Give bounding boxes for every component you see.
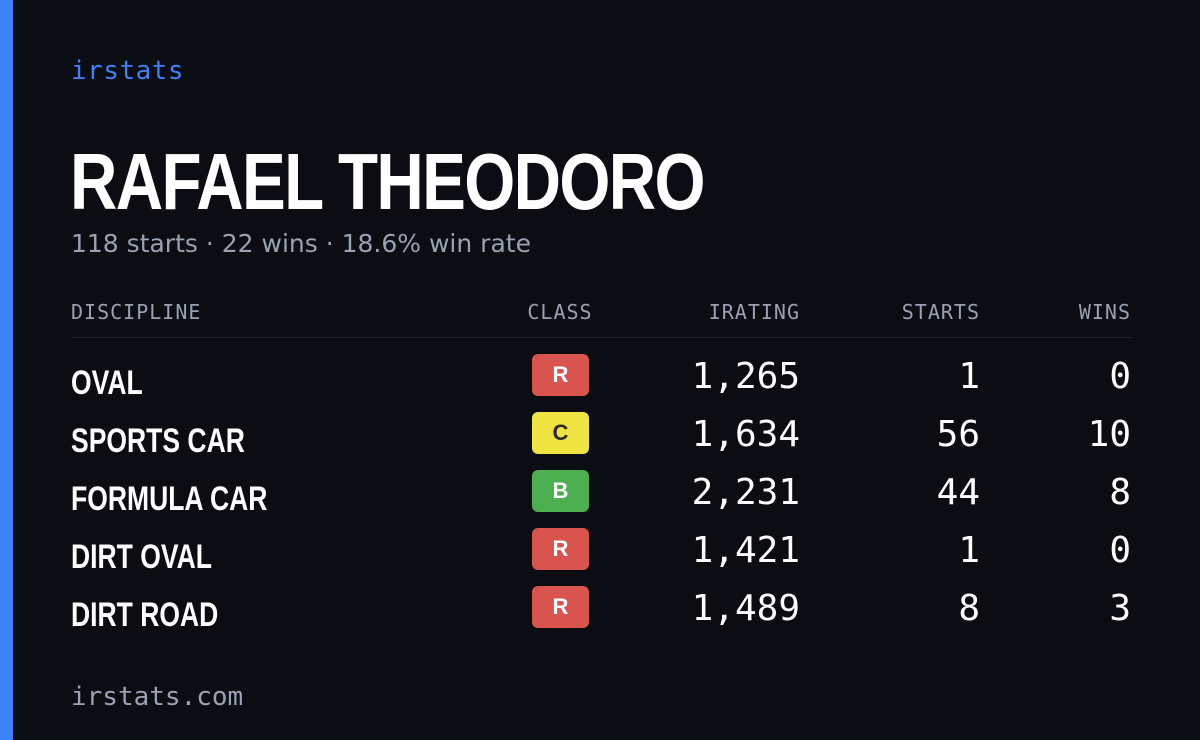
class-badge: R (532, 586, 589, 628)
column-header-wins: WINS (1078, 300, 1131, 324)
class-badge: R (532, 354, 589, 396)
irating-value: 1,265 (691, 356, 800, 397)
table-row: DIRT ROAD R 1,489 8 3 (71, 584, 1131, 642)
table-row: OVAL R 1,265 1 0 (71, 352, 1131, 410)
irating-value: 1,634 (691, 414, 800, 455)
discipline-name: OVAL (71, 364, 143, 402)
wins-value: 10 (1087, 414, 1131, 455)
starts-value: 56 (936, 414, 980, 455)
column-header-irating: IRATING (708, 300, 800, 324)
starts-value: 1 (958, 356, 980, 397)
table-header: DISCIPLINE CLASS IRATING STARTS WINS (71, 300, 1131, 338)
driver-name: RAFAEL THEODORO (70, 137, 706, 226)
wins-value: 3 (1109, 588, 1131, 629)
table-row: SPORTS CAR C 1,634 56 10 (71, 410, 1131, 468)
starts-value: 1 (958, 530, 980, 571)
column-header-discipline: DISCIPLINE (71, 300, 202, 324)
irating-value: 1,489 (691, 588, 800, 629)
discipline-name: FORMULA CAR (71, 480, 268, 518)
wins-value: 8 (1109, 472, 1131, 513)
class-badge: B (532, 470, 589, 512)
irating-value: 1,421 (691, 530, 800, 571)
accent-bar (0, 0, 13, 740)
discipline-table: OVAL R 1,265 1 0 SPORTS CAR C 1,634 56 1… (71, 352, 1131, 642)
starts-value: 8 (958, 588, 980, 629)
column-header-class-label: CLASS (527, 300, 593, 324)
table-row: FORMULA CAR B 2,231 44 8 (71, 468, 1131, 526)
wins-value: 0 (1109, 530, 1131, 571)
discipline-name: SPORTS CAR (71, 422, 245, 460)
discipline-name: DIRT OVAL (71, 538, 212, 576)
table-row: DIRT OVAL R 1,421 1 0 (71, 526, 1131, 584)
brand-logo: irstats (71, 56, 185, 86)
starts-value: 44 (936, 472, 980, 513)
discipline-name: DIRT ROAD (71, 596, 219, 634)
class-badge: C (532, 412, 589, 454)
driver-summary: 118 starts · 22 wins · 18.6% win rate (71, 229, 531, 258)
irating-value: 2,231 (691, 472, 800, 513)
footer-url: irstats.com (71, 682, 244, 712)
class-badge: R (532, 528, 589, 570)
wins-value: 0 (1109, 356, 1131, 397)
column-header-starts: STARTS (901, 300, 980, 324)
